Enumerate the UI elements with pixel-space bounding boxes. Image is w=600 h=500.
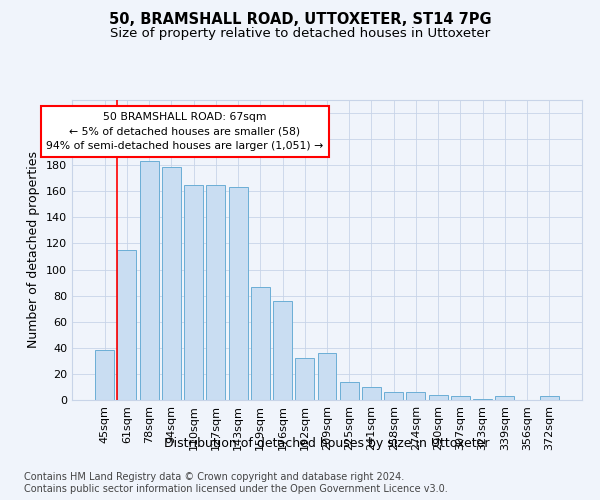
Text: Contains public sector information licensed under the Open Government Licence v3: Contains public sector information licen… [24, 484, 448, 494]
Bar [162, 166, 181, 400]
Bar [229, 188, 248, 400]
Bar [118, 250, 136, 400]
Bar [95, 350, 114, 400]
Text: 50, BRAMSHALL ROAD, UTTOXETER, ST14 7PG: 50, BRAMSHALL ROAD, UTTOXETER, ST14 7PG [109, 12, 491, 28]
Bar [317, 353, 337, 400]
Text: Size of property relative to detached houses in Uttoxeter: Size of property relative to detached ho… [110, 28, 490, 40]
Bar [473, 398, 492, 400]
Bar [362, 387, 381, 400]
Bar [540, 396, 559, 400]
Bar [140, 162, 158, 400]
Text: 50 BRAMSHALL ROAD: 67sqm
← 5% of detached houses are smaller (58)
94% of semi-de: 50 BRAMSHALL ROAD: 67sqm ← 5% of detache… [46, 112, 323, 152]
Y-axis label: Number of detached properties: Number of detached properties [28, 152, 40, 348]
Bar [451, 396, 470, 400]
Bar [251, 286, 270, 400]
Bar [384, 392, 403, 400]
Bar [429, 395, 448, 400]
Text: Distribution of detached houses by size in Uttoxeter: Distribution of detached houses by size … [164, 438, 490, 450]
Text: Contains HM Land Registry data © Crown copyright and database right 2024.: Contains HM Land Registry data © Crown c… [24, 472, 404, 482]
Bar [406, 392, 425, 400]
Bar [273, 301, 292, 400]
Bar [340, 382, 359, 400]
Bar [206, 185, 225, 400]
Bar [295, 358, 314, 400]
Bar [184, 185, 203, 400]
Bar [496, 396, 514, 400]
